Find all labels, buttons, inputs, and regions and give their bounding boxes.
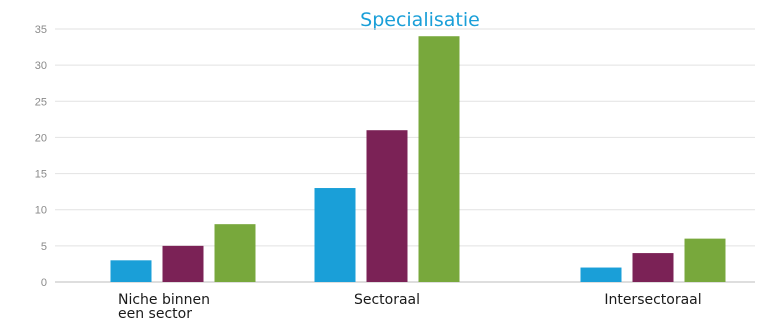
bar: [162, 245, 204, 282]
bar: [110, 260, 152, 282]
y-tick-label: 20: [35, 132, 47, 144]
x-tick-label: Sectoraal: [354, 292, 420, 308]
y-axis-ticks: 0 5 10 15 20 25 30 35: [35, 24, 47, 289]
y-tick-label: 30: [35, 60, 47, 72]
chart-title: Specialisatie: [360, 9, 480, 31]
bar: [214, 224, 256, 282]
x-tick-label: Niche binnen: [118, 292, 210, 308]
y-tick-label: 0: [41, 277, 47, 289]
y-tick-label: 10: [35, 205, 47, 217]
bar: [684, 238, 726, 282]
x-tick-label: Intersectoraal: [604, 292, 701, 308]
bars: [110, 36, 726, 282]
y-tick-label: 5: [41, 241, 47, 253]
bar: [632, 253, 674, 282]
bar: [580, 267, 622, 282]
bar: [314, 188, 356, 282]
bar: [366, 130, 408, 282]
y-tick-label: 15: [35, 169, 47, 181]
x-tick-label: een sector: [118, 306, 192, 322]
bar: [418, 36, 460, 282]
y-tick-label: 25: [35, 96, 47, 108]
y-tick-label: 35: [35, 24, 47, 36]
